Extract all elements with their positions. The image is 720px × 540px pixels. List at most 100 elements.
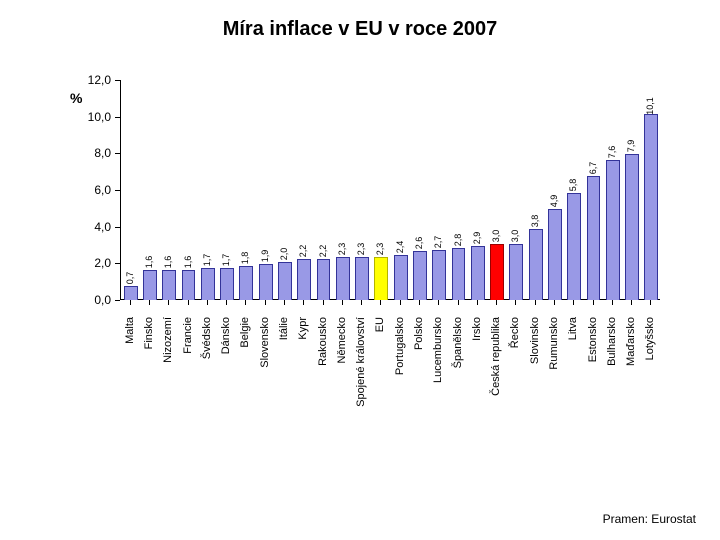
x-tick-label: Rakousko: [317, 317, 329, 457]
x-tick-label: Portugalsko: [394, 317, 406, 457]
x-tick-label: Francie: [182, 317, 194, 457]
chart-title: Míra inflace v EU v roce 2007: [0, 18, 720, 41]
y-tick-label: 12,0: [71, 73, 111, 87]
bar-value-label: 2,8: [453, 230, 463, 250]
bar: [548, 209, 562, 300]
y-tick: [115, 190, 120, 191]
y-axis: [120, 80, 121, 300]
bar: [336, 257, 350, 300]
x-tick-label: Německo: [336, 317, 348, 457]
y-tick: [115, 117, 120, 118]
x-tick-label: Kypr: [297, 317, 309, 457]
bar: [124, 286, 138, 300]
bar-value-label: 2,3: [337, 239, 347, 259]
x-tick: [496, 300, 497, 305]
bar: [394, 255, 408, 300]
bar: [413, 251, 427, 300]
bar: [317, 259, 331, 300]
x-tick: [573, 300, 574, 305]
bar-value-label: 2,7: [433, 232, 443, 252]
x-tick: [554, 300, 555, 305]
x-tick: [323, 300, 324, 305]
x-tick-label: Finsko: [143, 317, 155, 457]
bar: [259, 264, 273, 300]
bar-value-label: 7,9: [626, 136, 636, 156]
x-tick-label: Dánsko: [220, 317, 232, 457]
bar-value-label: 1,7: [221, 250, 231, 270]
x-tick-label: Bulharsko: [606, 317, 618, 457]
y-tick: [115, 153, 120, 154]
bar: [606, 160, 620, 300]
bar-value-label: 5,8: [568, 175, 578, 195]
y-tick: [115, 227, 120, 228]
bar-value-label: 1,6: [163, 252, 173, 272]
x-tick-label: Malta: [124, 317, 136, 457]
x-tick: [265, 300, 266, 305]
bar: [220, 268, 234, 300]
x-tick: [245, 300, 246, 305]
bar-value-label: 10,1: [645, 96, 655, 116]
bar-value-label: 2,6: [414, 233, 424, 253]
x-tick: [438, 300, 439, 305]
x-tick-label: Belgie: [239, 317, 251, 457]
bar: [374, 257, 388, 300]
x-tick-label: Lotyšsko: [644, 317, 656, 457]
y-tick: [115, 263, 120, 264]
y-tick-label: 4,0: [71, 220, 111, 234]
bar: [567, 193, 581, 300]
bar: [644, 114, 658, 300]
bar: [355, 257, 369, 300]
x-tick: [612, 300, 613, 305]
x-tick: [593, 300, 594, 305]
x-tick: [284, 300, 285, 305]
x-tick-label: EU: [374, 317, 386, 457]
x-tick: [226, 300, 227, 305]
x-tick-label: Maďarsko: [625, 317, 637, 457]
bar: [239, 266, 253, 300]
bar: [625, 154, 639, 300]
bar: [490, 244, 504, 300]
bar: [201, 268, 215, 300]
bar-value-label: 2,0: [279, 244, 289, 264]
x-tick-label: Polsko: [413, 317, 425, 457]
bar: [162, 270, 176, 300]
x-tick: [419, 300, 420, 305]
x-tick: [535, 300, 536, 305]
bar-value-label: 2,3: [375, 239, 385, 259]
x-tick: [207, 300, 208, 305]
bar-value-label: 1,8: [240, 248, 250, 268]
bar-value-label: 2,2: [318, 241, 328, 261]
x-tick-label: Estonsko: [587, 317, 599, 457]
bar-value-label: 3,0: [510, 226, 520, 246]
x-tick: [631, 300, 632, 305]
x-tick-label: Litva: [567, 317, 579, 457]
x-tick-label: Irsko: [471, 317, 483, 457]
y-tick-label: 8,0: [71, 146, 111, 160]
bar-value-label: 1,6: [183, 252, 193, 272]
bar: [529, 229, 543, 300]
plot-area: 0,02,04,06,08,010,012,00,7Malta1,6Finsko…: [120, 80, 660, 300]
x-tick-label: Spojené království: [355, 317, 367, 457]
y-tick-label: 2,0: [71, 256, 111, 270]
y-tick: [115, 300, 120, 301]
x-tick: [380, 300, 381, 305]
x-tick-label: Lucembursko: [432, 317, 444, 457]
bar-value-label: 0,7: [125, 268, 135, 288]
x-tick: [149, 300, 150, 305]
chart-area: 0,02,04,06,08,010,012,00,7Malta1,6Finsko…: [120, 80, 660, 300]
bar-value-label: 2,2: [298, 241, 308, 261]
bar-value-label: 4,9: [549, 191, 559, 211]
bar-value-label: 2,3: [356, 239, 366, 259]
x-tick-label: Švédsko: [201, 317, 213, 457]
x-tick: [168, 300, 169, 305]
x-tick: [130, 300, 131, 305]
bar-value-label: 6,7: [588, 158, 598, 178]
bar-value-label: 7,6: [607, 142, 617, 162]
x-tick: [361, 300, 362, 305]
bar: [452, 248, 466, 300]
x-tick: [342, 300, 343, 305]
bar: [509, 244, 523, 300]
bar: [432, 250, 446, 301]
x-tick-label: Rumunsko: [548, 317, 560, 457]
x-tick: [400, 300, 401, 305]
